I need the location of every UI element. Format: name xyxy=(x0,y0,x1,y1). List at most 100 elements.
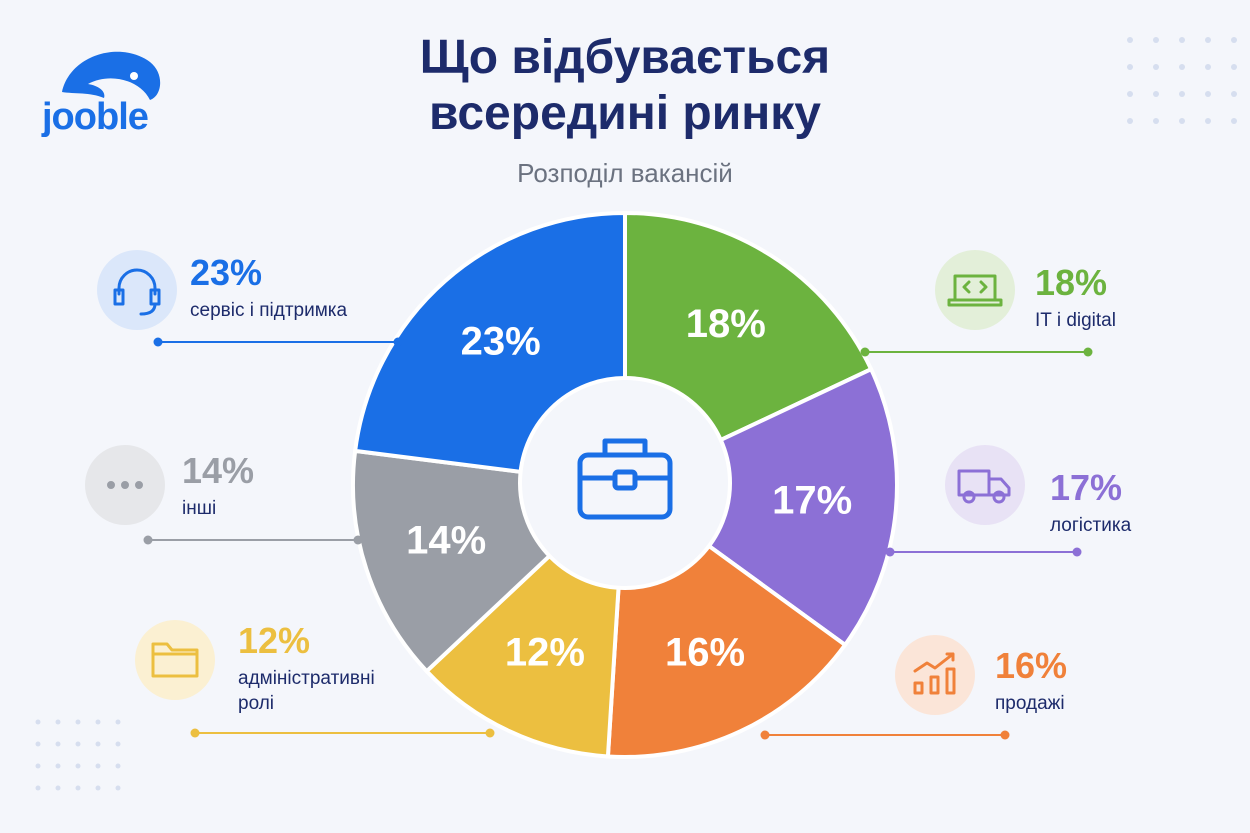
icon-part xyxy=(992,490,1006,504)
leader-dot xyxy=(1000,730,1010,740)
dot xyxy=(1179,37,1185,43)
icon-bg xyxy=(935,250,1015,330)
slice-label: 23% xyxy=(461,320,541,364)
callout-name: продажі xyxy=(995,693,1065,714)
decoration xyxy=(35,37,1237,791)
icon-bg xyxy=(895,635,975,715)
dot xyxy=(95,763,101,769)
dot xyxy=(115,763,121,769)
dot xyxy=(75,741,81,747)
leader-dot xyxy=(860,347,870,357)
dot xyxy=(1153,37,1159,43)
dot xyxy=(1153,64,1159,70)
dot xyxy=(35,719,41,725)
callout-name: сервіс і підтримка xyxy=(190,300,348,321)
callout-name: логістика xyxy=(1050,515,1132,536)
icon-part xyxy=(139,302,157,316)
slice-label: 12% xyxy=(505,631,585,675)
icon-part xyxy=(987,477,1011,497)
icon xyxy=(913,652,956,695)
icon xyxy=(947,274,1003,307)
leader-dot xyxy=(353,535,363,545)
dot xyxy=(1127,64,1133,70)
leader-dot xyxy=(190,728,200,738)
dot xyxy=(55,719,61,725)
dot xyxy=(55,741,61,747)
icon xyxy=(107,481,143,489)
dot xyxy=(95,785,101,791)
dot xyxy=(75,785,81,791)
leader-dot xyxy=(153,337,163,347)
slice xyxy=(621,366,899,648)
callout-name: інші xyxy=(182,498,217,519)
dot xyxy=(55,763,61,769)
icon xyxy=(151,642,199,678)
dot xyxy=(1205,91,1211,97)
icon-part xyxy=(135,481,143,489)
icon-part xyxy=(962,280,988,294)
leader-dot xyxy=(760,730,770,740)
icon-bg xyxy=(135,620,215,700)
icon-bg xyxy=(97,250,177,330)
slice-label: 17% xyxy=(772,478,852,522)
icon-part xyxy=(962,490,976,504)
dot xyxy=(1231,64,1237,70)
icon-part xyxy=(113,288,161,306)
callout-value: 12% xyxy=(238,620,311,661)
icon-part xyxy=(107,481,115,489)
callout-value: 18% xyxy=(1035,262,1108,303)
dot xyxy=(1153,91,1159,97)
leader-dot xyxy=(1083,347,1093,357)
slice-label: 16% xyxy=(665,631,745,675)
dot xyxy=(1153,118,1159,124)
leader-dot xyxy=(393,337,403,347)
leader-dot xyxy=(143,535,153,545)
dot xyxy=(1231,91,1237,97)
icon-part xyxy=(913,667,956,695)
dot xyxy=(75,763,81,769)
slice-label: 14% xyxy=(406,519,486,563)
callout-value: 17% xyxy=(1050,467,1123,508)
icon-part xyxy=(151,642,199,678)
icon-bg xyxy=(945,445,1025,525)
callout-name: адміністративні ролі xyxy=(238,668,375,714)
dot xyxy=(1127,37,1133,43)
dot xyxy=(115,741,121,747)
icon xyxy=(957,469,1011,504)
icon-part xyxy=(121,481,129,489)
dot xyxy=(55,785,61,791)
briefcase-icon xyxy=(577,438,673,520)
icon xyxy=(113,268,161,316)
dot xyxy=(1179,64,1185,70)
callout-name: IT і digital xyxy=(1035,310,1116,331)
callout-value: 23% xyxy=(190,252,263,293)
leader-dot xyxy=(485,728,495,738)
dot xyxy=(115,785,121,791)
callout-value: 14% xyxy=(182,450,255,491)
dot xyxy=(1205,118,1211,124)
logo-icon xyxy=(62,51,161,100)
dot xyxy=(1205,37,1211,43)
logo: jooble xyxy=(42,96,149,138)
subtitle: Розподіл вакансій xyxy=(517,158,733,188)
leader-dot xyxy=(1072,547,1082,557)
dot xyxy=(1127,118,1133,124)
leader-dot xyxy=(885,547,895,557)
dot xyxy=(1127,91,1133,97)
dot xyxy=(35,763,41,769)
slice-label: 18% xyxy=(686,302,766,346)
icon-part xyxy=(117,268,157,296)
dot xyxy=(35,741,41,747)
dot xyxy=(1231,37,1237,43)
dot xyxy=(35,785,41,791)
dot xyxy=(75,719,81,725)
callout-value: 16% xyxy=(995,645,1068,686)
dot xyxy=(1179,118,1185,124)
title: Що відбувається всередині ринку xyxy=(419,31,831,140)
dot xyxy=(1231,118,1237,124)
dot xyxy=(95,741,101,747)
callouts xyxy=(85,250,1093,740)
dot xyxy=(115,719,121,725)
